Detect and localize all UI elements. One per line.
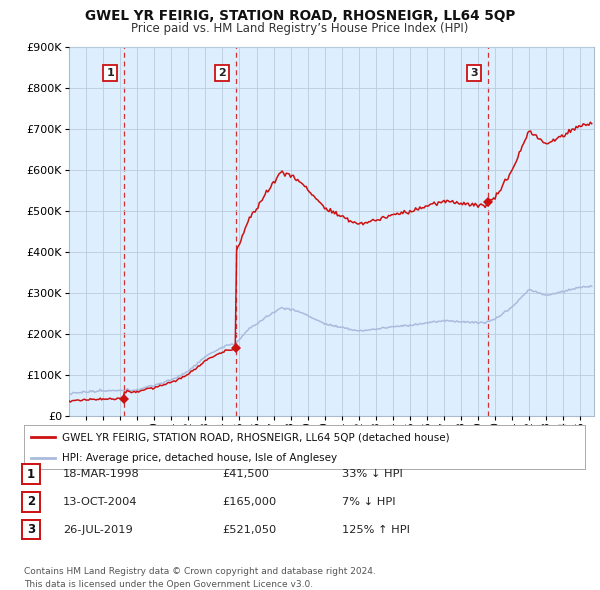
Text: 3: 3 — [27, 523, 35, 536]
Text: £165,000: £165,000 — [222, 497, 276, 507]
Text: GWEL YR FEIRIG, STATION ROAD, RHOSNEIGR, LL64 5QP: GWEL YR FEIRIG, STATION ROAD, RHOSNEIGR,… — [85, 9, 515, 24]
Text: 2: 2 — [218, 68, 226, 78]
Text: 13-OCT-2004: 13-OCT-2004 — [63, 497, 137, 507]
Text: 26-JUL-2019: 26-JUL-2019 — [63, 525, 133, 535]
Text: HPI: Average price, detached house, Isle of Anglesey: HPI: Average price, detached house, Isle… — [62, 453, 337, 463]
Text: 3: 3 — [470, 68, 478, 78]
Text: £41,500: £41,500 — [222, 470, 269, 479]
Text: GWEL YR FEIRIG, STATION ROAD, RHOSNEIGR, LL64 5QP (detached house): GWEL YR FEIRIG, STATION ROAD, RHOSNEIGR,… — [62, 432, 450, 442]
Text: 1: 1 — [106, 68, 114, 78]
Text: 33% ↓ HPI: 33% ↓ HPI — [342, 470, 403, 479]
Text: Price paid vs. HM Land Registry’s House Price Index (HPI): Price paid vs. HM Land Registry’s House … — [131, 22, 469, 35]
Text: £521,050: £521,050 — [222, 525, 276, 535]
Text: 7% ↓ HPI: 7% ↓ HPI — [342, 497, 395, 507]
Text: 18-MAR-1998: 18-MAR-1998 — [63, 470, 140, 479]
Text: Contains HM Land Registry data © Crown copyright and database right 2024.
This d: Contains HM Land Registry data © Crown c… — [24, 568, 376, 589]
Text: 125% ↑ HPI: 125% ↑ HPI — [342, 525, 410, 535]
Text: 2: 2 — [27, 495, 35, 509]
Text: 1: 1 — [27, 467, 35, 481]
